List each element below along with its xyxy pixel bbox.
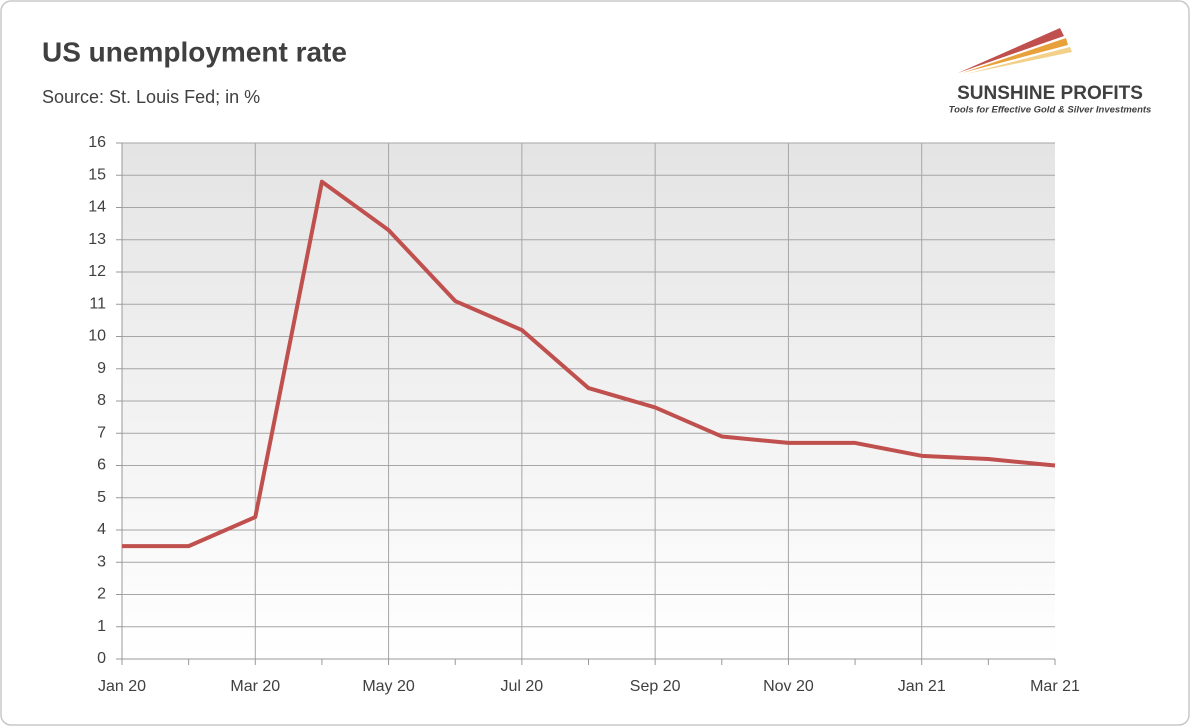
x-tick-label: Nov 20 <box>763 678 814 695</box>
y-tick-label: 11 <box>89 295 106 312</box>
x-tick-label: Mar 21 <box>1030 678 1080 695</box>
y-tick-label: 1 <box>97 618 106 635</box>
chart-subtitle: Source: St. Louis Fed; in % <box>42 87 260 107</box>
y-tick-label: 15 <box>88 166 106 183</box>
y-tick-label: 3 <box>97 553 106 570</box>
x-tick-label: May 20 <box>362 678 415 695</box>
data-line <box>122 179 1056 549</box>
y-tick-label: 12 <box>88 263 106 280</box>
y-tick-label: 9 <box>97 360 106 377</box>
x-tick-label: Jan 21 <box>898 678 946 695</box>
y-tick-label: 10 <box>88 328 106 345</box>
y-tick-label: 14 <box>88 199 106 216</box>
x-tick-label: Mar 20 <box>230 678 280 695</box>
x-tick-label: Jul 20 <box>501 678 544 695</box>
y-tick-label: 2 <box>97 586 106 603</box>
x-tick-label: Sep 20 <box>630 678 681 695</box>
y-tick-label: 4 <box>97 521 106 538</box>
y-tick-label: 6 <box>97 457 106 474</box>
logo: SUNSHINE PROFITS Tools for Effective Gol… <box>949 28 1152 116</box>
y-tick-label: 13 <box>88 231 106 248</box>
logo-ray <box>958 28 1064 73</box>
y-tick-label: 0 <box>97 650 106 667</box>
x-tick-label: Jan 20 <box>98 678 146 695</box>
logo-tagline: Tools for Effective Gold & Silver Invest… <box>949 105 1152 116</box>
logo-name: SUNSHINE PROFITS <box>957 83 1143 104</box>
logo-ray <box>962 38 1068 73</box>
y-tick-label: 7 <box>97 424 106 441</box>
y-tick-label: 5 <box>97 489 106 506</box>
chart-title: US unemployment rate <box>42 36 347 67</box>
logo-ray <box>966 47 1072 74</box>
y-tick-label: 16 <box>88 134 106 151</box>
y-tick-label: 8 <box>97 392 106 409</box>
